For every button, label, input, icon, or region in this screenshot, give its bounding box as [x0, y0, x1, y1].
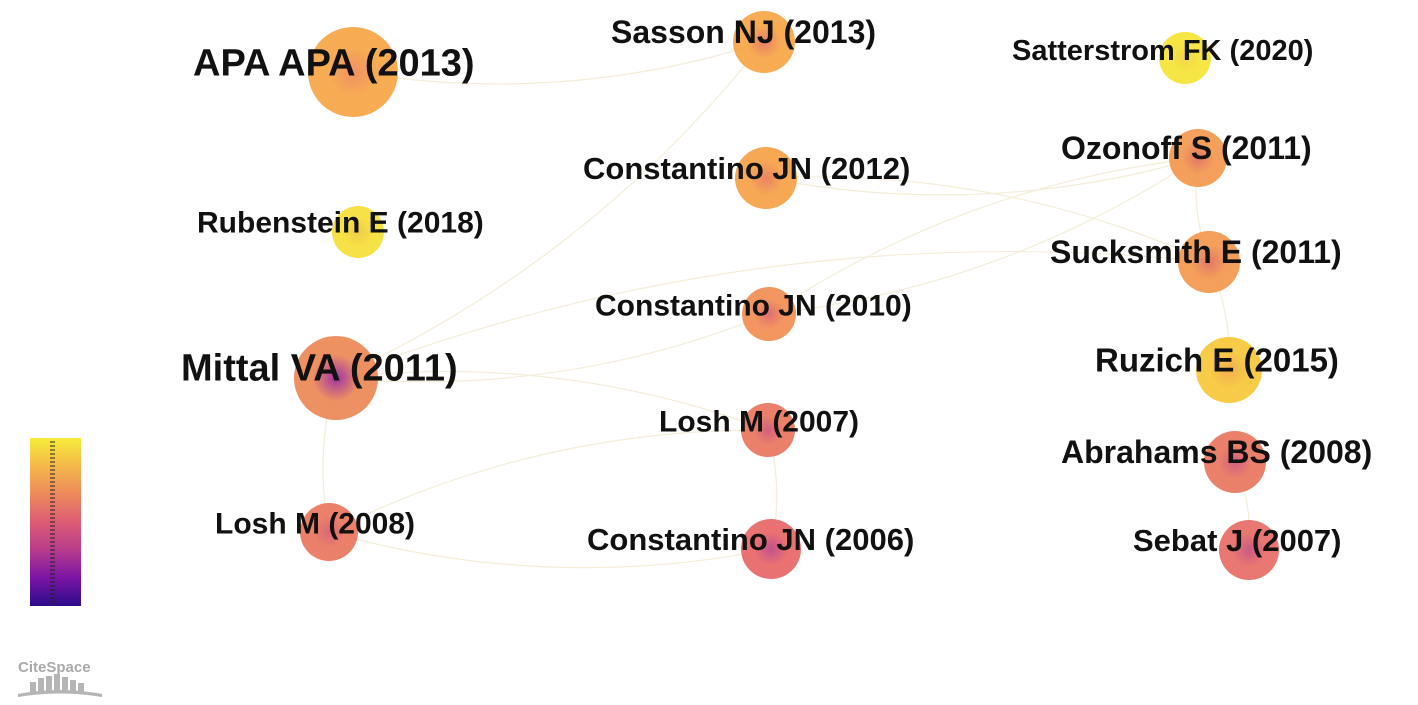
citation-node-constantino2010[interactable]: [742, 287, 796, 341]
citation-node-ozonoff2011[interactable]: [1169, 129, 1227, 187]
node-label-sebat2007: Sebat J (2007): [1133, 523, 1342, 558]
citation-node-losh2007[interactable]: [741, 403, 795, 457]
citation-node-satterstrom2020[interactable]: [1159, 32, 1211, 84]
citespace-logo-text: CiteSpace: [18, 659, 91, 676]
citation-node-sebat2007[interactable]: [1219, 520, 1279, 580]
node-label-constantino2010: Constantino JN (2010): [595, 290, 912, 323]
node-label-satterstrom2020: Satterstrom FK (2020): [1012, 35, 1313, 67]
citation-link: [335, 250, 1210, 379]
timeline-color-legend: [30, 438, 81, 606]
citation-link: [765, 157, 1199, 196]
citation-node-constantino2006[interactable]: [741, 519, 801, 579]
citation-link: [328, 531, 772, 569]
node-label-constantino2012: Constantino JN (2012): [583, 151, 910, 186]
citation-node-constantino2012[interactable]: [735, 147, 797, 209]
node-label-ruzich2015: Ruzich E (2015): [1095, 342, 1339, 379]
node-label-sucksmith2011: Sucksmith E (2011): [1050, 234, 1342, 270]
node-label-apa2013: APA APA (2013): [193, 42, 475, 84]
citation-node-losh2008[interactable]: [300, 503, 358, 561]
citation-link: [335, 41, 765, 379]
node-label-ozonoff2011: Ozonoff S (2011): [1061, 130, 1312, 166]
citation-nodes: [294, 11, 1279, 580]
node-label-abrahams2008: Abrahams BS (2008): [1061, 434, 1372, 470]
citation-node-apa2013[interactable]: [308, 27, 398, 117]
node-label-constantino2006: Constantino JN (2006): [587, 522, 914, 557]
citation-link: [765, 176, 1210, 263]
color-scale-ticks: [50, 441, 55, 603]
citation-node-ruzich2015[interactable]: [1196, 337, 1262, 403]
citation-node-abrahams2008[interactable]: [1204, 431, 1266, 493]
citespace-logo: CiteSpace: [18, 659, 102, 697]
citation-link: [768, 157, 1199, 315]
citation-node-sasson2013[interactable]: [733, 11, 795, 73]
citespace-logo-graphic: [18, 674, 102, 697]
node-label-sasson2013: Sasson NJ (2013): [611, 14, 876, 50]
citation-link: [352, 41, 765, 85]
node-labels: APA APA (2013) Sasson NJ (2013) Satterstro…: [181, 14, 1372, 558]
citation-link: [335, 371, 769, 431]
citation-link: [328, 429, 769, 533]
node-label-losh2008: Losh M (2008): [215, 508, 415, 541]
color-scale-bar: [30, 438, 81, 606]
node-label-losh2007: Losh M (2007): [659, 406, 859, 439]
node-label-rubenstein2018: Rubenstein E (2018): [197, 207, 484, 240]
citation-node-rubenstein2018[interactable]: [332, 206, 384, 258]
node-label-mittal2011: Mittal VA (2011): [181, 347, 458, 389]
citation-link: [335, 313, 770, 383]
citation-node-mittal2011[interactable]: [294, 336, 378, 420]
citation-node-sucksmith2011[interactable]: [1178, 231, 1240, 293]
citation-link: [768, 157, 1199, 315]
